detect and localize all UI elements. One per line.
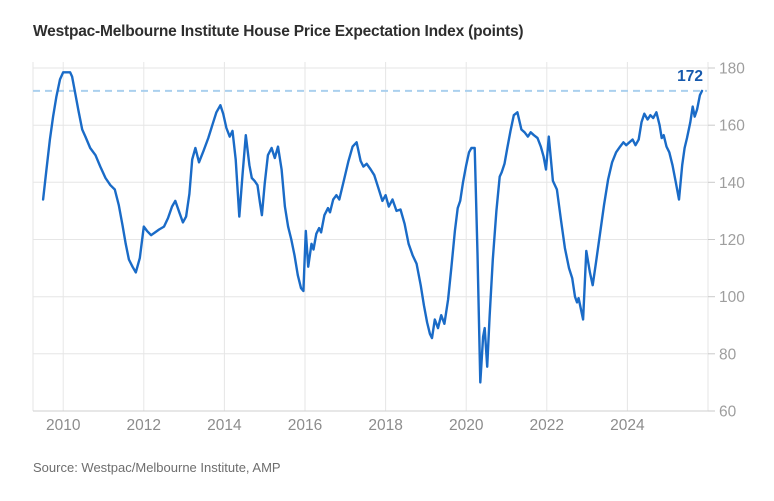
y-axis-label: 60 (719, 404, 737, 421)
y-axis-label: 140 (719, 175, 745, 192)
x-axis-label: 2022 (530, 417, 564, 434)
x-axis-label: 2016 (288, 417, 322, 434)
x-axis-label: 2014 (207, 417, 242, 434)
price-line (41, 71, 704, 384)
y-axis-label: 160 (719, 118, 745, 135)
x-axis-label: 2018 (368, 417, 402, 434)
y-axis-label: 120 (719, 232, 745, 249)
latest-value-annotation: 172 (677, 68, 703, 85)
x-axis-label: 2020 (449, 417, 484, 434)
x-axis-label: 2024 (610, 417, 645, 434)
source-text: Source: Westpac/Melbourne Institute, AMP (33, 460, 281, 475)
y-axis-label: 100 (719, 289, 745, 306)
x-axis-label: 2012 (127, 417, 161, 434)
x-axis-label: 2010 (46, 417, 81, 434)
y-axis-label: 80 (719, 346, 737, 363)
chart-title: Westpac-Melbourne Institute House Price … (33, 23, 524, 40)
y-axis-label: 180 (719, 61, 745, 78)
